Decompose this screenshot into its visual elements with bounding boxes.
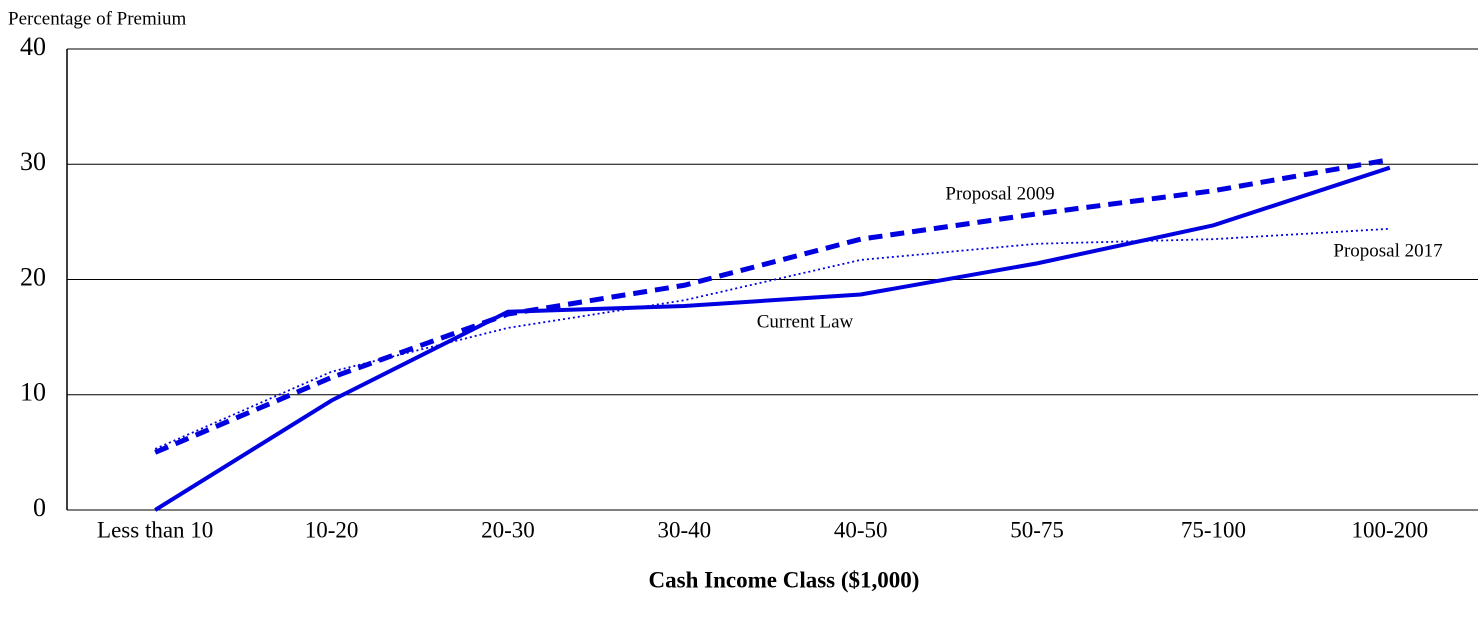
- y-tick-label: 20: [20, 262, 46, 291]
- x-tick-label: 30-40: [657, 517, 711, 542]
- x-tick-label: 20-30: [481, 517, 535, 542]
- y-tick-label: 40: [20, 32, 46, 61]
- x-axis-label: Cash Income Class ($1,000): [649, 567, 920, 592]
- y-axis-label: Percentage of Premium: [8, 8, 187, 29]
- x-tick-label: 10-20: [305, 517, 359, 542]
- x-tick-label: 75-100: [1181, 517, 1246, 542]
- x-tick-label: 50-75: [1010, 517, 1064, 542]
- series-label: Current Law: [757, 311, 854, 332]
- x-tick-label: 100-200: [1351, 517, 1428, 542]
- series-line: [154, 157, 1391, 455]
- x-tick-label: Less than 10: [97, 517, 213, 542]
- series-label: Proposal 2009: [945, 183, 1054, 204]
- y-tick-label: 0: [33, 493, 46, 522]
- series-label: Proposal 2017: [1333, 240, 1442, 261]
- x-tick-label: 40-50: [834, 517, 888, 542]
- series-line: [154, 165, 1391, 512]
- y-tick-label: 30: [20, 147, 46, 176]
- y-tick-label: 10: [20, 378, 46, 407]
